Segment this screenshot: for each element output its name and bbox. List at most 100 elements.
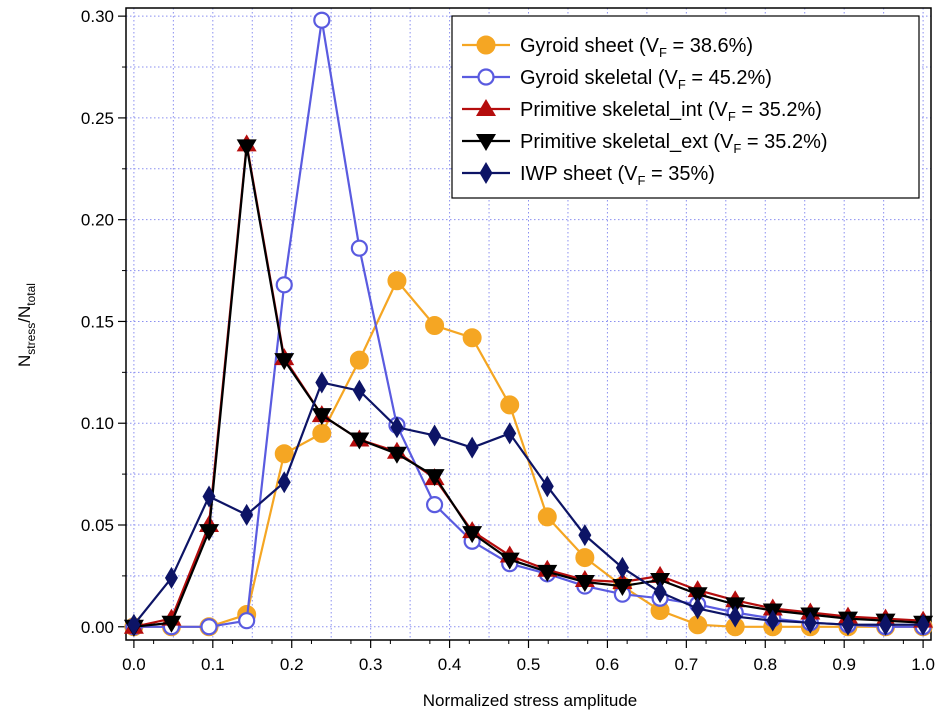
series-line — [133, 146, 924, 628]
y-label-sub1: stress — [24, 323, 38, 355]
data-point — [803, 611, 817, 634]
data-point — [653, 581, 667, 604]
legend-label-text: = 35.2%) — [736, 99, 822, 121]
data-point — [313, 11, 331, 29]
data-point — [499, 552, 520, 570]
data-point — [691, 597, 705, 620]
x-tick-label: 0.2 — [280, 655, 304, 674]
data-point — [311, 408, 332, 426]
y-tick-label: 0.20 — [81, 211, 114, 230]
legend-label-text: Primitive skeletal_ext (V — [520, 131, 734, 153]
x-tick-label: 0.5 — [517, 655, 541, 674]
data-point — [503, 422, 517, 445]
y-tick-label: 0.05 — [81, 516, 114, 535]
data-point — [500, 395, 520, 415]
legend-marker — [477, 68, 495, 86]
legend-label-text: Primitive skeletal_int (V — [520, 99, 729, 121]
data-point — [274, 353, 295, 371]
y-label-mid: /N — [15, 306, 34, 323]
series-line — [133, 381, 924, 626]
legend-label: Gyroid sheet (VF = 38.6%) — [520, 35, 753, 60]
legend-label-text: Gyroid skeletal (V — [520, 67, 678, 89]
y-tick-label: 0.00 — [81, 618, 114, 637]
data-point — [465, 436, 479, 459]
data-point — [425, 316, 445, 336]
data-point — [350, 239, 368, 257]
data-point — [352, 379, 366, 402]
data-point — [349, 350, 369, 370]
legend-label-text: IWP sheet (V — [520, 163, 638, 185]
data-point — [386, 446, 407, 464]
legend-item: IWP sheet (VF = 35%) — [462, 162, 715, 188]
data-point — [766, 609, 780, 632]
legend-marker — [476, 99, 496, 116]
legend: Gyroid sheet (VF = 38.6%) Gyroid skeletal… — [451, 15, 920, 199]
x-tick-label: 0.3 — [359, 655, 383, 674]
legend-label-text: = 45.2%) — [686, 67, 772, 89]
y-tick-label: 0.30 — [81, 7, 114, 26]
y-label-main: N — [15, 355, 34, 367]
data-point — [612, 579, 633, 597]
legend-label-text: = 35.2%) — [741, 131, 827, 153]
data-point — [161, 615, 182, 633]
data-point — [240, 503, 254, 526]
data-point — [387, 271, 407, 291]
y-tick-label: 0.25 — [81, 109, 114, 128]
x-axis-label: Normalized stress amplitude — [423, 691, 637, 710]
data-point — [425, 496, 444, 514]
data-point — [462, 328, 482, 348]
series-layer — [123, 11, 934, 637]
data-point — [312, 423, 332, 443]
legend-label-sub: F — [637, 173, 645, 188]
data-point — [315, 371, 329, 394]
legend-label: Gyroid skeletal (VF = 45.2%) — [520, 67, 772, 92]
legend-label-sub: F — [678, 77, 686, 92]
data-point — [199, 524, 220, 542]
y-label-sub2: total — [24, 283, 38, 306]
x-tick-label: 0.1 — [201, 655, 225, 674]
legend-marker — [476, 134, 496, 151]
legend-item: Primitive skeletal_int (VF = 35.2%) — [462, 99, 822, 124]
data-point — [728, 605, 742, 628]
data-point — [274, 444, 294, 464]
data-point — [879, 613, 893, 636]
data-point — [349, 432, 370, 450]
legend-label: IWP sheet (VF = 35%) — [520, 163, 715, 188]
legend-item: Gyroid skeletal (VF = 45.2%) — [462, 67, 772, 92]
legend-label: Primitive skeletal_int (VF = 35.2%) — [520, 99, 822, 124]
data-point — [164, 566, 178, 589]
data-point — [277, 471, 291, 494]
data-point — [578, 524, 592, 547]
data-point — [540, 475, 554, 498]
data-point — [236, 139, 257, 157]
data-point — [575, 548, 595, 568]
data-point — [537, 507, 557, 527]
x-tick-label: 0.8 — [753, 655, 777, 674]
x-tick-label: 0.4 — [438, 655, 462, 674]
x-tick-label: 0.0 — [122, 655, 146, 674]
legend-marker — [479, 162, 493, 184]
data-point — [202, 485, 216, 508]
data-point — [687, 587, 708, 605]
data-point — [238, 612, 256, 630]
data-point — [841, 613, 855, 636]
legend-label-text: = 35%) — [645, 163, 714, 185]
legend-item: Primitive skeletal_ext (VF = 35.2%) — [462, 131, 828, 156]
data-point — [275, 276, 293, 294]
data-point — [428, 424, 442, 447]
data-point — [200, 618, 218, 636]
series-4 — [127, 371, 930, 636]
legend-label-sub: F — [733, 141, 741, 156]
x-tick-label: 0.6 — [596, 655, 620, 674]
y-tick-label: 0.15 — [81, 312, 114, 331]
y-axis-label: Nstress/Ntotal — [15, 283, 38, 367]
legend-label-sub: F — [728, 109, 736, 124]
data-point — [916, 613, 930, 636]
data-point — [424, 469, 445, 487]
data-point — [615, 556, 629, 579]
legend-label: Primitive skeletal_ext (VF = 35.2%) — [520, 131, 828, 156]
x-tick-label: 1.0 — [911, 655, 935, 674]
x-tick-label: 0.7 — [675, 655, 699, 674]
legend-label-sub: F — [659, 45, 667, 60]
